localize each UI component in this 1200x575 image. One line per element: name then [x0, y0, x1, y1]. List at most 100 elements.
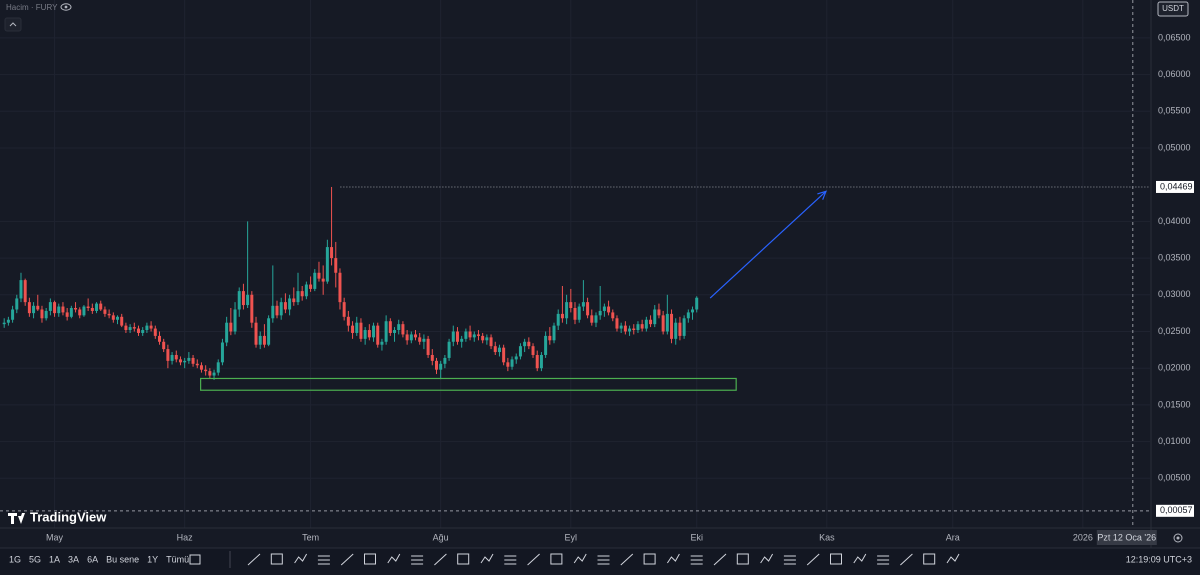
tool-glyph — [900, 553, 913, 566]
candle-body — [48, 302, 52, 311]
grid — [0, 0, 1150, 528]
range-button[interactable]: 3A — [68, 554, 79, 564]
tool-glyph — [806, 553, 820, 566]
range-button[interactable]: 1A — [49, 554, 60, 564]
drawing-tool[interactable] — [713, 553, 727, 566]
drawing-tool[interactable] — [666, 553, 680, 564]
drawing-tool[interactable] — [830, 553, 842, 565]
candle-body — [422, 338, 426, 342]
currency[interactable]: USDT — [1162, 4, 1184, 13]
range-button[interactable]: 1G — [9, 554, 21, 564]
drawing-tool[interactable] — [294, 553, 308, 564]
legend[interactable]: Hacim · FURY — [6, 3, 58, 12]
tool-glyph — [830, 553, 842, 565]
candle-body — [628, 328, 632, 332]
drawing-tool[interactable] — [504, 555, 517, 565]
drawing-tool[interactable] — [690, 555, 703, 565]
candle-body — [434, 360, 438, 370]
range-button[interactable]: Bu sene — [106, 554, 139, 564]
tool-glyph — [364, 553, 376, 565]
calendar-icon[interactable] — [189, 554, 201, 565]
candle-body — [107, 313, 111, 316]
bottom-toolbar — [0, 548, 1200, 570]
range-button[interactable]: Tümü — [166, 554, 189, 564]
drawing-tool[interactable] — [853, 553, 867, 564]
drawing-tool[interactable] — [877, 555, 890, 565]
drawing-tool[interactable] — [317, 555, 330, 565]
candle-body — [493, 346, 497, 353]
candle-body — [11, 309, 15, 320]
candle-body — [481, 335, 485, 341]
candle-body — [535, 354, 539, 369]
eye-icon[interactable] — [60, 3, 72, 11]
candle-body — [409, 334, 413, 341]
candle-body — [565, 302, 569, 319]
range-button[interactable]: 6A — [87, 554, 98, 564]
drawing-tool[interactable] — [923, 553, 936, 565]
drawing-tool[interactable] — [806, 553, 820, 566]
drawing-tool[interactable] — [550, 553, 563, 565]
x-tick-label: Kas — [819, 532, 835, 542]
drawing-tool[interactable] — [527, 553, 540, 566]
candle-body — [439, 363, 443, 370]
candle-body — [132, 327, 136, 329]
collapse-button[interactable] — [4, 17, 22, 32]
candle-body — [53, 302, 57, 314]
drawing-tool[interactable] — [480, 553, 494, 564]
candle-body — [682, 318, 686, 336]
drawing-tool[interactable] — [340, 553, 354, 566]
x-tick-label: Tem — [302, 532, 319, 542]
logo-text[interactable]: TradingView — [30, 509, 107, 524]
candle-body — [178, 359, 182, 363]
trend-arrow — [709, 190, 827, 299]
candle-body — [141, 330, 145, 333]
candle-body — [665, 313, 669, 332]
settings-icon[interactable] — [1173, 533, 1183, 543]
candle-body — [229, 322, 233, 332]
tool-glyph — [877, 555, 890, 565]
drawing-tool[interactable] — [946, 553, 960, 564]
candle-body — [90, 308, 94, 311]
candle-body — [544, 335, 548, 355]
candle-body — [233, 309, 237, 332]
candle-body — [241, 291, 245, 306]
range-button[interactable]: 1Y — [147, 554, 158, 564]
drawing-tool[interactable] — [760, 553, 774, 564]
candle-body — [569, 302, 573, 309]
candle-body — [367, 330, 371, 338]
candle-body — [460, 338, 464, 342]
candle-body — [691, 309, 695, 313]
candle-body — [325, 247, 329, 282]
drawing-tool[interactable] — [597, 555, 610, 565]
drawing-tool[interactable] — [457, 553, 470, 565]
candle-body — [464, 331, 468, 339]
drawing-tool[interactable] — [736, 553, 749, 565]
drawing-tool[interactable] — [573, 553, 587, 564]
drawing-tool[interactable] — [411, 555, 424, 565]
drawing-tool[interactable] — [387, 553, 401, 564]
price-label: 0,04469 — [1160, 181, 1193, 191]
y-tick-label: 0,01500 — [1158, 399, 1191, 409]
drawing-tool[interactable] — [364, 553, 376, 565]
drawing-tool[interactable] — [783, 555, 796, 565]
tool-glyph — [457, 553, 470, 565]
x-tick-label: Ağu — [433, 532, 449, 542]
candle-body — [678, 322, 682, 336]
range-button[interactable]: 5G — [29, 554, 41, 564]
drawing-tool[interactable] — [247, 553, 261, 566]
currency-button[interactable] — [1157, 1, 1189, 17]
candle-body — [468, 331, 472, 338]
drawing-tool[interactable] — [643, 553, 656, 565]
candle-body — [149, 325, 153, 329]
drawing-tool[interactable] — [434, 553, 447, 566]
drawing-tool[interactable] — [620, 553, 634, 566]
y-tick-label: 0,00500 — [1158, 473, 1191, 483]
logo-mark — [8, 513, 25, 524]
candle-body — [346, 316, 350, 326]
x-tick-label: Haz — [177, 532, 194, 542]
candle-body — [78, 309, 82, 316]
drawing-tool[interactable] — [900, 553, 913, 566]
drawing-tool[interactable] — [270, 553, 283, 565]
candle-body — [586, 302, 590, 316]
